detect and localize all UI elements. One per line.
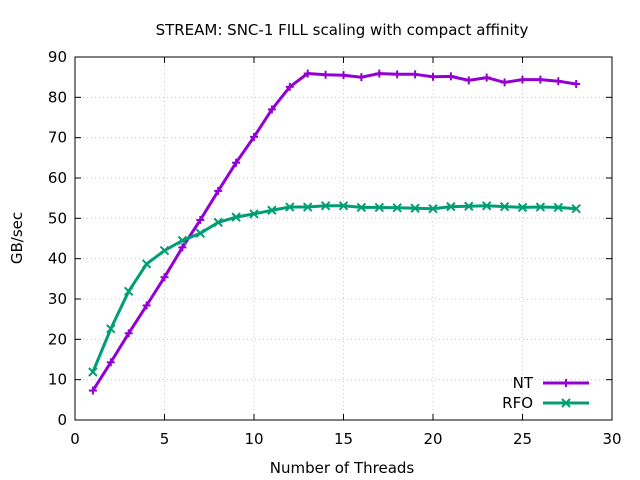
- data-point-nt: [142, 301, 151, 310]
- data-point-rfo: [410, 203, 420, 213]
- legend-marker-nt: [562, 379, 570, 387]
- data-point-nt: [214, 186, 223, 195]
- data-point-nt: [232, 158, 241, 167]
- data-point-rfo: [535, 202, 546, 212]
- data-point-nt: [554, 77, 563, 86]
- x-tick-label: 20: [423, 430, 442, 448]
- data-point-nt: [429, 72, 437, 81]
- data-point-nt: [500, 78, 509, 87]
- data-point-rfo: [285, 202, 295, 212]
- data-point-nt: [124, 329, 133, 338]
- data-point-rfo: [499, 201, 510, 212]
- x-tick-label: 25: [513, 430, 532, 448]
- data-point-nt: [411, 70, 420, 79]
- data-point-nt: [250, 132, 258, 141]
- x-axis-label: Number of Threads: [270, 459, 415, 477]
- series-layer: [88, 69, 581, 395]
- data-point-nt: [482, 73, 491, 82]
- data-point-nt: [267, 105, 276, 114]
- legend-label-rfo: RFO: [502, 394, 533, 412]
- data-point-nt: [88, 386, 97, 395]
- grid: [75, 57, 612, 420]
- data-point-rfo: [302, 202, 313, 212]
- data-point-nt: [536, 75, 545, 84]
- data-point-nt: [160, 273, 169, 282]
- data-point-rfo: [195, 228, 206, 238]
- data-point-nt: [375, 69, 384, 78]
- data-point-nt: [464, 76, 473, 85]
- data-point-rfo: [392, 203, 402, 213]
- y-tick-label: 60: [48, 169, 67, 187]
- y-tick-label: 70: [48, 129, 67, 147]
- series-nt: [88, 69, 581, 395]
- data-point-rfo: [338, 201, 349, 211]
- y-tick-label: 30: [48, 290, 67, 308]
- data-point-rfo: [213, 217, 223, 228]
- data-point-rfo: [571, 203, 581, 214]
- data-point-rfo: [141, 259, 152, 269]
- data-point-nt: [196, 215, 205, 224]
- data-point-rfo: [553, 202, 564, 213]
- x-tick-label: 15: [334, 430, 353, 448]
- data-point-rfo: [267, 205, 277, 215]
- data-point-rfo: [231, 212, 241, 222]
- y-tick-label: 20: [48, 330, 67, 348]
- data-point-rfo: [88, 367, 98, 377]
- x-tick-label: 10: [244, 430, 263, 448]
- y-axis-label: GB/sec: [8, 212, 26, 264]
- data-point-nt: [393, 70, 402, 79]
- data-point-rfo: [159, 245, 170, 256]
- data-point-nt: [572, 80, 581, 89]
- series-line-nt: [91, 72, 577, 392]
- data-point-rfo: [249, 209, 259, 219]
- data-point-rfo: [446, 201, 456, 212]
- data-point-rfo: [481, 201, 492, 211]
- x-tick-label: 5: [160, 430, 170, 448]
- series-line-rfo: [91, 204, 577, 373]
- legend-marker-rfo: [561, 398, 571, 408]
- x-tick-label: 30: [602, 430, 621, 448]
- data-point-nt: [321, 70, 330, 79]
- y-tick-label: 50: [48, 209, 67, 227]
- data-point-nt: [303, 69, 312, 78]
- axis-ticks: 0 10 20 30 40 50 60 70 80 90 0 5 10 15 20 25 30: [48, 48, 622, 448]
- data-point-rfo: [123, 286, 134, 297]
- data-point-rfo: [428, 203, 438, 214]
- y-tick-label: 40: [48, 250, 67, 268]
- data-point-rfo: [106, 324, 116, 334]
- series-rfo: [88, 201, 581, 377]
- legend-label-nt: NT: [513, 374, 534, 392]
- data-point-rfo: [356, 202, 367, 213]
- data-point-nt: [357, 73, 366, 82]
- y-tick-label: 0: [57, 411, 67, 429]
- data-point-rfo: [320, 201, 331, 211]
- y-tick-label: 80: [48, 88, 67, 106]
- data-point-rfo: [517, 202, 528, 213]
- data-point-rfo: [177, 235, 188, 246]
- data-point-rfo: [464, 201, 474, 211]
- data-point-nt: [285, 82, 294, 91]
- data-point-nt: [518, 75, 527, 84]
- y-tick-label: 10: [48, 371, 67, 389]
- y-tick-label: 90: [48, 48, 67, 66]
- data-point-rfo: [374, 202, 385, 213]
- chart-title: STREAM: SNC-1 FILL scaling with compact …: [156, 21, 529, 39]
- data-point-nt: [446, 72, 455, 81]
- x-tick-label: 0: [70, 430, 80, 448]
- data-point-nt: [106, 358, 115, 367]
- data-point-nt: [339, 71, 348, 80]
- legend: NT RFO: [502, 374, 589, 412]
- data-point-nt: [178, 243, 187, 252]
